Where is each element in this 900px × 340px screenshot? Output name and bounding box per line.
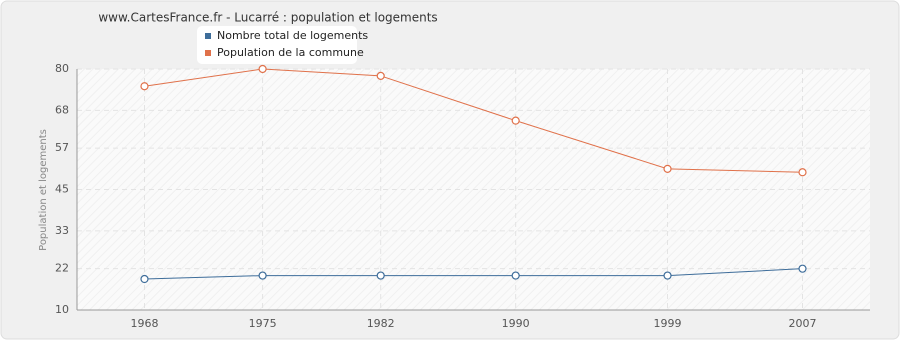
legend-swatch [205,50,211,56]
data-point [798,264,807,273]
y-axis-label: Population et logements [38,129,49,251]
data-point [798,168,807,177]
x-tick-label: 1982 [367,317,395,330]
series-line [144,68,803,173]
y-tick-label: 45 [55,183,69,196]
data-point [511,116,520,125]
data-point [376,71,385,80]
data-point [663,164,672,173]
data-point [663,271,672,280]
y-tick-label: 57 [55,141,69,154]
data-point [140,274,149,284]
x-tick-label: 2007 [789,317,817,330]
data-point [140,82,149,91]
y-tick-label: 33 [55,224,69,237]
x-tick-label: 1999 [654,317,682,330]
y-tick-label: 22 [55,262,69,275]
y-tick-label: 80 [55,62,69,75]
data-point [258,64,267,74]
chart-title: www.CartesFrance.fr - Lucarré : populati… [98,11,437,25]
y-tick-label: 10 [55,303,69,316]
series-line [144,268,803,280]
x-tick-label: 1990 [502,317,530,330]
legend-swatch [205,33,211,39]
x-tick-label: 1975 [249,317,277,330]
data-point [258,271,267,280]
data-point [511,271,520,280]
data-point [376,271,385,280]
legend-label: Nombre total de logements [217,29,368,42]
x-tick-label: 1968 [130,317,158,330]
y-tick-label: 68 [55,103,69,116]
legend-label: Population de la commune [217,46,364,59]
legend [197,26,357,64]
